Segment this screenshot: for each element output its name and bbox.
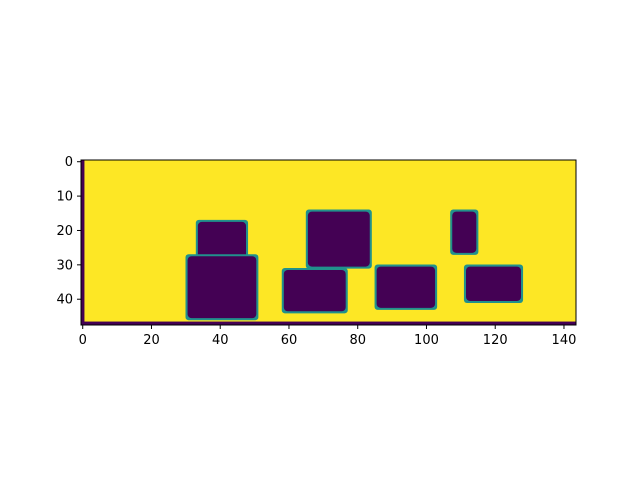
x-axis: 0 20 40 60 80 100 120 140 xyxy=(79,325,577,348)
dark-region-4 xyxy=(283,270,346,312)
edge-row xyxy=(81,321,576,325)
x-tick-label: 140 xyxy=(552,333,577,348)
dark-region-7 xyxy=(466,266,521,301)
x-tick-label: 100 xyxy=(414,333,439,348)
dark-region-3 xyxy=(307,211,370,267)
x-tick-label: 40 xyxy=(212,333,229,348)
y-tick-label: 0 xyxy=(65,155,73,170)
dark-region-5 xyxy=(376,266,436,308)
heatmap-cells xyxy=(81,160,576,325)
y-tick-label: 20 xyxy=(56,224,73,239)
y-axis: 0 10 20 30 40 xyxy=(56,155,81,308)
edge-column xyxy=(81,160,85,325)
x-tick-label: 0 xyxy=(79,333,87,348)
axes-frame xyxy=(80,159,577,326)
y-tick-label: 10 xyxy=(56,190,73,205)
x-tick-label: 20 xyxy=(143,333,160,348)
x-tick-label: 120 xyxy=(483,333,508,348)
x-tick-label: 80 xyxy=(349,333,366,348)
y-tick-label: 30 xyxy=(56,258,73,273)
y-tick-label: 40 xyxy=(56,293,73,308)
dark-region-2 xyxy=(187,256,257,319)
x-tick-label: 60 xyxy=(281,333,298,348)
dark-region-1 xyxy=(197,221,246,260)
dark-region-6 xyxy=(452,211,477,253)
